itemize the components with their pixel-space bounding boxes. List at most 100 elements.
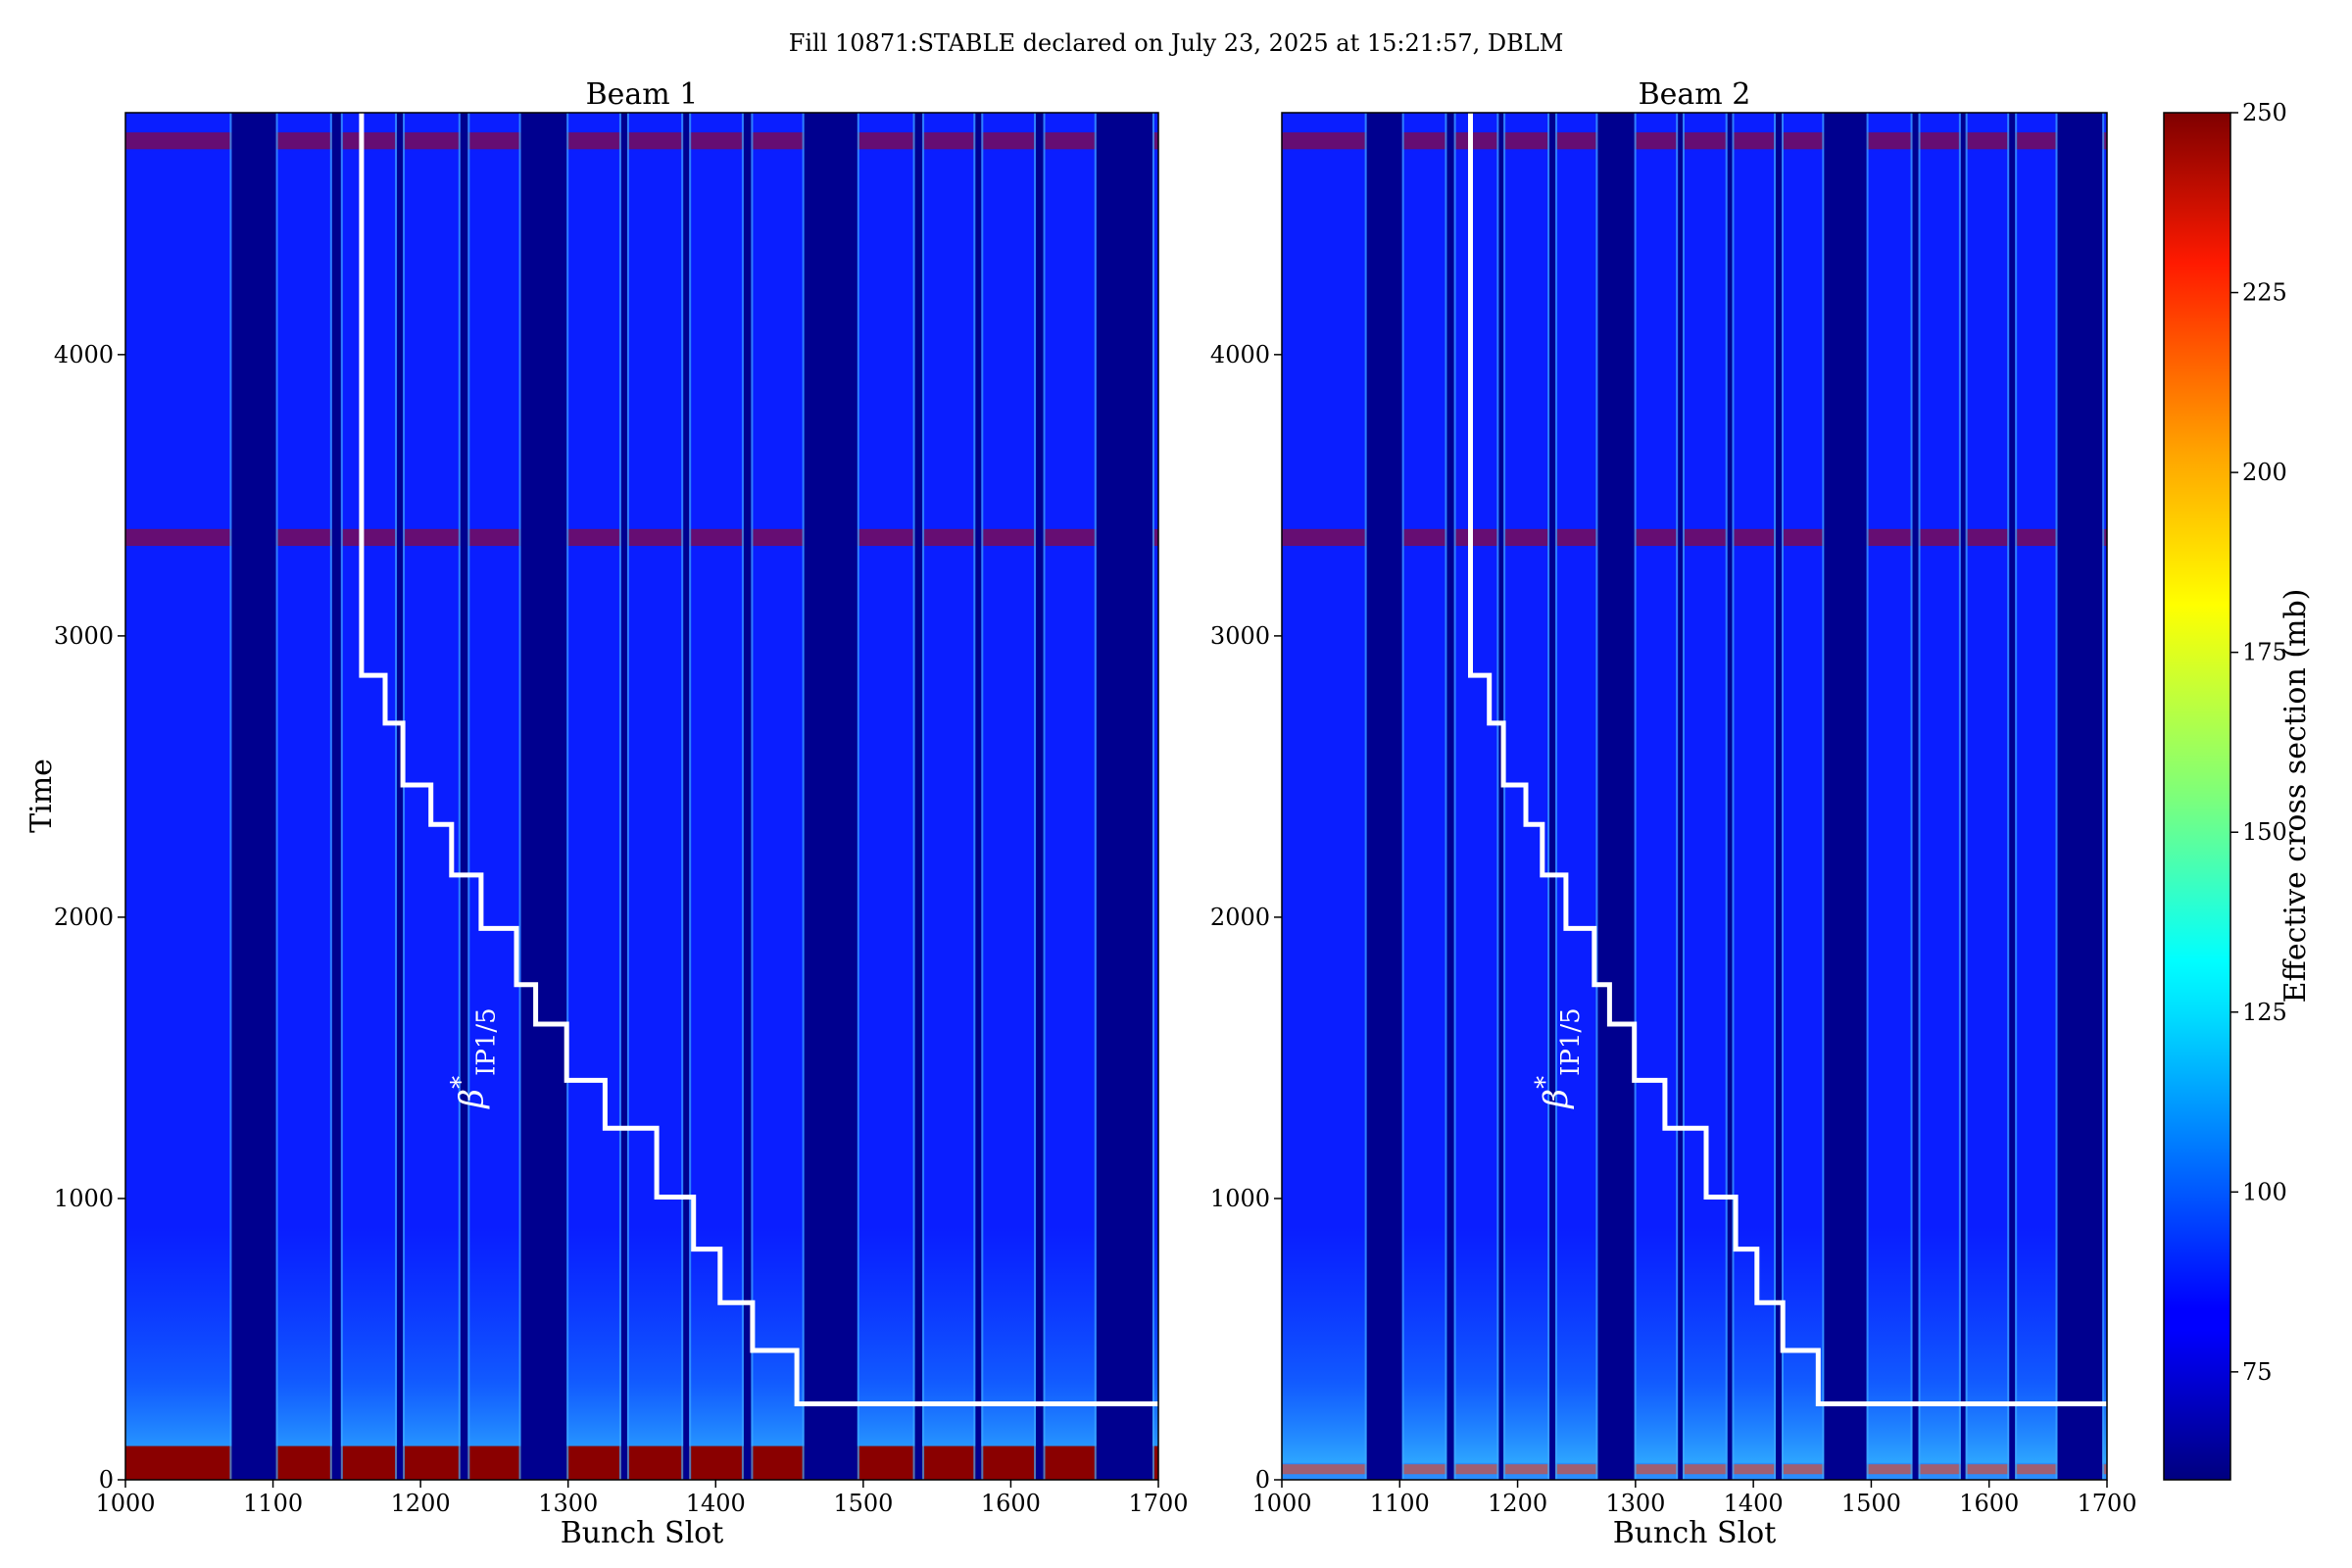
train-edge — [741, 113, 744, 1480]
train-edge — [626, 113, 629, 1480]
heatmap-early-glow — [125, 1226, 1158, 1480]
train-edge — [1034, 113, 1037, 1480]
x-tick-label: 1000 — [1251, 1490, 1311, 1517]
train-edge — [275, 113, 278, 1480]
beta-star-label: β*IP1/5 — [1531, 1007, 1586, 1109]
y-tick-label: 4000 — [1210, 341, 1270, 368]
beam-2-frame — [1281, 112, 2108, 1481]
x-tick-label: 1100 — [243, 1490, 303, 1517]
beam-2-beta-overlay: β*IP1/5 — [1468, 113, 2107, 1406]
beam-2-y-ticks: 0 1000 2000 3000 4000 — [1210, 341, 1282, 1494]
train-edge — [566, 113, 569, 1480]
train-edge — [1965, 113, 1968, 1480]
beta-subscript: IP1/5 — [1556, 1007, 1586, 1076]
train-edge — [689, 113, 692, 1480]
beta-star-step-line — [1468, 113, 2107, 1406]
empty-slot-range — [620, 113, 627, 1480]
colorbar-tick-label: 150 — [2242, 818, 2287, 846]
train-edge — [1401, 113, 1404, 1480]
beam-2-x-ticks: 1000 1100 1200 1300 1400 1500 1600 1700 — [1251, 1480, 2137, 1517]
y-tick-label: 0 — [1255, 1466, 1270, 1494]
colorbar-label: Effective cross section (mb) — [2278, 589, 2313, 1004]
colorbar-tick-label: 175 — [2242, 639, 2287, 666]
train-edge — [912, 113, 915, 1480]
beta-symbol: β — [452, 1089, 491, 1110]
empty-slot-range — [1727, 113, 1733, 1480]
empty-slot-range — [804, 113, 858, 1480]
train-edge — [1958, 113, 1961, 1480]
x-tick-label: 1500 — [833, 1490, 893, 1517]
train-edge — [1918, 113, 1921, 1480]
empty-slot-range — [1096, 113, 1152, 1480]
colorbar: 75 100 125 150 175 200 225 250 Effective cross … — [2163, 99, 2313, 1481]
train-edge — [403, 113, 406, 1480]
train-edge — [1725, 113, 1728, 1480]
empty-slot-range — [1912, 113, 1919, 1480]
empty-slot-range — [2009, 113, 2016, 1480]
train-edge — [2007, 113, 2010, 1480]
empty-slot-range — [1498, 113, 1504, 1480]
beta-subscript: IP1/5 — [471, 1007, 501, 1076]
train-edge — [1676, 113, 1679, 1480]
empty-slot-range — [1036, 113, 1044, 1480]
train-edge — [340, 113, 343, 1480]
train-edge — [922, 113, 925, 1480]
beam-2-panel: Beam 2 β*IP1/5 1000 1100 1200 1300 1400 1500 1… — [1210, 77, 2137, 1550]
train-edge — [1782, 113, 1785, 1480]
beam-2-heatmap — [1282, 113, 2107, 1480]
beta-star-step-line — [359, 113, 1158, 1406]
x-tick-label: 1600 — [981, 1490, 1041, 1517]
x-tick-label: 1600 — [1959, 1490, 2019, 1517]
train-edge — [1445, 113, 1447, 1480]
train-edge — [1595, 113, 1598, 1480]
beam-1-y-ticks: 0 1000 2000 3000 4000 — [54, 341, 125, 1494]
heatmap-start-band — [125, 1446, 1158, 1480]
train-edge — [981, 113, 984, 1480]
colorbar-tick-label: 100 — [2242, 1178, 2287, 1205]
train-edge — [1732, 113, 1735, 1480]
train-edge — [1094, 113, 1097, 1480]
colorbar-tick-label: 250 — [2242, 99, 2287, 126]
beam-1-y-axis-label: Time — [24, 759, 59, 833]
empty-slot-range — [914, 113, 923, 1480]
x-tick-label: 1300 — [538, 1490, 598, 1517]
train-edge — [2015, 113, 2018, 1480]
empty-slot-range — [1597, 113, 1635, 1480]
y-tick-label: 4000 — [54, 341, 114, 368]
empty-slot-range — [1775, 113, 1783, 1480]
x-tick-label: 1200 — [391, 1490, 451, 1517]
train-edge — [1503, 113, 1506, 1480]
x-tick-label: 1200 — [1488, 1490, 1547, 1517]
beam-1-frame — [124, 112, 1159, 1481]
x-tick-label: 1500 — [1841, 1490, 1901, 1517]
heatmap-event-band — [125, 528, 1158, 547]
beam-1-x-ticks: 1000 1100 1200 1300 1400 1500 1600 1700 — [95, 1480, 1189, 1517]
train-edge — [1453, 113, 1456, 1480]
train-edge — [802, 113, 805, 1480]
train-edge — [2055, 113, 2058, 1480]
heatmap-event-band — [125, 132, 1158, 150]
x-tick-label: 1400 — [686, 1490, 746, 1517]
train-edge — [1043, 113, 1046, 1480]
empty-slot-range — [1824, 113, 1867, 1480]
empty-slot-range — [520, 113, 567, 1480]
y-tick-label: 0 — [99, 1466, 114, 1494]
x-tick-label: 1000 — [95, 1490, 155, 1517]
heatmap-start-band-hot — [1282, 1464, 2107, 1475]
empty-slot-range — [1366, 113, 1402, 1480]
beta-star: * — [1531, 1076, 1560, 1089]
train-edge — [751, 113, 754, 1480]
colorbar-tick-label: 225 — [2242, 279, 2287, 307]
train-edge — [857, 113, 859, 1480]
y-tick-label: 2000 — [54, 904, 114, 931]
heatmap-early-glow — [1282, 1226, 2107, 1480]
x-tick-label: 1100 — [1370, 1490, 1430, 1517]
train-edge — [2102, 113, 2105, 1480]
train-edge — [1866, 113, 1869, 1480]
beam-1-heatmap — [125, 113, 1158, 1480]
train-edge — [973, 113, 976, 1480]
beam-1-x-axis-label: Bunch Slot — [561, 1516, 724, 1550]
empty-slot-range — [2057, 113, 2103, 1480]
y-tick-label: 1000 — [1210, 1185, 1270, 1212]
